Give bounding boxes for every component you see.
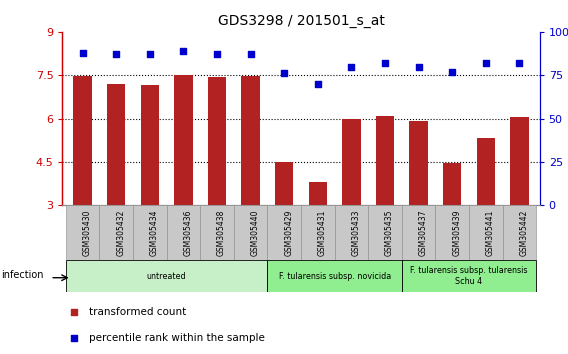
Bar (469, 205, 503, 260)
Text: GSM305435: GSM305435 (385, 210, 394, 256)
Point (246, 52, 255, 57)
Point (212, 52, 222, 57)
Text: GSM305437: GSM305437 (419, 210, 428, 256)
Bar (99, 205, 133, 260)
Point (279, 71, 289, 76)
Bar (436, 205, 469, 260)
Point (145, 52, 154, 57)
Point (70, 335, 79, 341)
Bar (503, 205, 536, 260)
Text: GSM305434: GSM305434 (150, 210, 159, 256)
Text: F. tularensis subsp. novicida: F. tularensis subsp. novicida (278, 272, 391, 281)
Text: transformed count: transformed count (89, 307, 186, 316)
Bar (174, 75, 193, 205)
Point (481, 60, 490, 66)
Text: GSM305431: GSM305431 (318, 210, 327, 256)
Text: untreated: untreated (147, 272, 186, 281)
Bar (66, 260, 268, 292)
Bar (342, 119, 361, 205)
Point (515, 60, 524, 66)
Text: GSM305429: GSM305429 (284, 210, 293, 256)
Text: GSM305433: GSM305433 (352, 210, 361, 256)
Point (179, 48, 188, 54)
Text: GSM305432: GSM305432 (116, 210, 125, 256)
Text: GSM305439: GSM305439 (452, 210, 461, 256)
Point (314, 81, 323, 87)
Point (78, 50, 87, 56)
Text: GSM305438: GSM305438 (217, 210, 226, 256)
Bar (201, 205, 234, 260)
Bar (275, 162, 294, 205)
Point (414, 64, 423, 69)
Bar (477, 138, 495, 205)
Bar (410, 121, 428, 205)
Text: percentile rank within the sample: percentile rank within the sample (89, 333, 265, 343)
Text: GSM305440: GSM305440 (250, 210, 260, 256)
Bar (443, 162, 461, 205)
Bar (268, 260, 402, 292)
Text: F. tularensis subsp. tularensis
Schu 4: F. tularensis subsp. tularensis Schu 4 (410, 267, 528, 286)
Text: GSM305436: GSM305436 (183, 210, 193, 256)
Point (70, 309, 79, 314)
Point (448, 69, 457, 75)
Text: GSM305441: GSM305441 (486, 210, 495, 256)
Bar (368, 205, 402, 260)
Bar (107, 85, 126, 205)
Point (381, 60, 390, 66)
Bar (73, 75, 92, 205)
Bar (376, 116, 394, 205)
Bar (166, 205, 201, 260)
Point (347, 64, 356, 69)
Bar (402, 205, 436, 260)
Bar (234, 205, 268, 260)
Bar (66, 205, 99, 260)
Text: GSM305442: GSM305442 (520, 210, 528, 256)
Bar (308, 182, 327, 205)
Bar (301, 205, 335, 260)
Bar (133, 205, 166, 260)
Text: infection: infection (2, 269, 44, 280)
Bar (510, 116, 529, 205)
Bar (208, 77, 226, 205)
Title: GDS3298 / 201501_s_at: GDS3298 / 201501_s_at (218, 14, 385, 28)
Point (112, 52, 121, 57)
Bar (241, 76, 260, 205)
Bar (141, 85, 159, 205)
Bar (402, 260, 536, 292)
Text: GSM305430: GSM305430 (82, 210, 91, 256)
Bar (335, 205, 368, 260)
Bar (268, 205, 301, 260)
